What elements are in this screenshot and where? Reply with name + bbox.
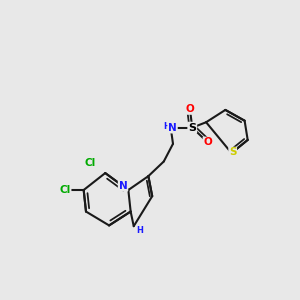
- Text: N: N: [119, 181, 128, 191]
- Text: H: H: [136, 226, 143, 235]
- Text: S: S: [188, 123, 196, 133]
- Text: S: S: [229, 147, 236, 157]
- Text: O: O: [203, 137, 212, 147]
- Text: N: N: [168, 123, 177, 133]
- Text: Cl: Cl: [85, 158, 96, 168]
- Text: Cl: Cl: [60, 185, 71, 195]
- Text: H: H: [163, 122, 170, 131]
- Text: O: O: [186, 104, 194, 114]
